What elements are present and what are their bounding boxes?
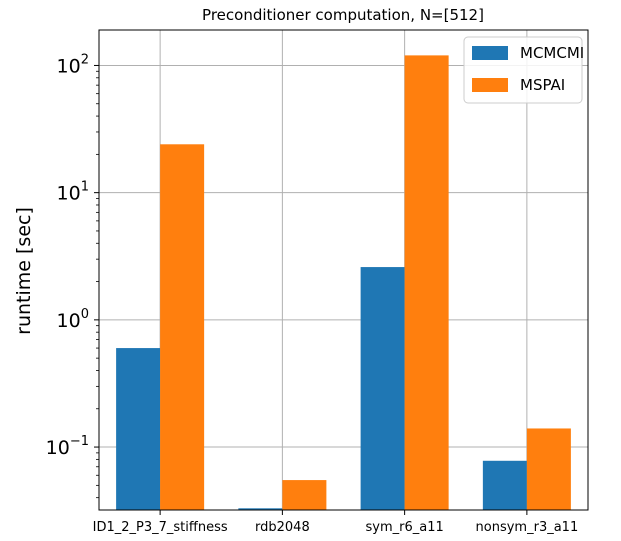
x-tick-label: ID1_2_P3_7_stiffness — [93, 520, 228, 535]
plot-area-frame — [98, 29, 589, 511]
bar-mspai-nonsym_r3_a11 — [526, 428, 571, 510]
chart-title: Preconditioner computation, N=[512] — [202, 6, 484, 24]
bar-mcmcmi-rdb2048 — [238, 508, 283, 510]
legend-swatch-mcmcmi — [472, 46, 508, 60]
x-tick-label: rdb2048 — [255, 520, 310, 535]
y-tick-label: 100 — [57, 307, 89, 332]
y-tick-label: 101 — [57, 180, 89, 205]
bar-mspai-id1_2_p3_7_stiffness — [160, 144, 205, 511]
bar-mspai-sym_r6_a11 — [404, 55, 449, 511]
bar-mcmcmi-nonsym_r3_a11 — [482, 460, 527, 510]
x-ticks: ID1_2_P3_7_stiffness rdb2048 sym_r6_a11 non… — [93, 510, 579, 535]
bar-mspai-rdb2048 — [282, 480, 327, 510]
legend-label-mspai: MSPAI — [520, 76, 565, 94]
legend-label-mcmcmi: MCMCMI — [520, 44, 584, 62]
legend: MCMCMI MSPAI — [463, 36, 584, 104]
bars — [116, 55, 571, 511]
x-tick-label: sym_r6_a11 — [365, 520, 443, 535]
y-tick-label: 10−1 — [46, 434, 89, 459]
y-axis-label: runtime [sec] — [13, 207, 35, 335]
bar-mcmcmi-id1_2_p3_7_stiffness — [116, 348, 161, 510]
x-tick-label: nonsym_r3_a11 — [476, 520, 579, 535]
y-tick-label: 102 — [57, 52, 89, 77]
legend-swatch-mspai — [472, 78, 508, 92]
bar-mcmcmi-sym_r6_a11 — [360, 267, 405, 510]
y-ticks: 10−1 100 101 102 — [46, 52, 99, 499]
